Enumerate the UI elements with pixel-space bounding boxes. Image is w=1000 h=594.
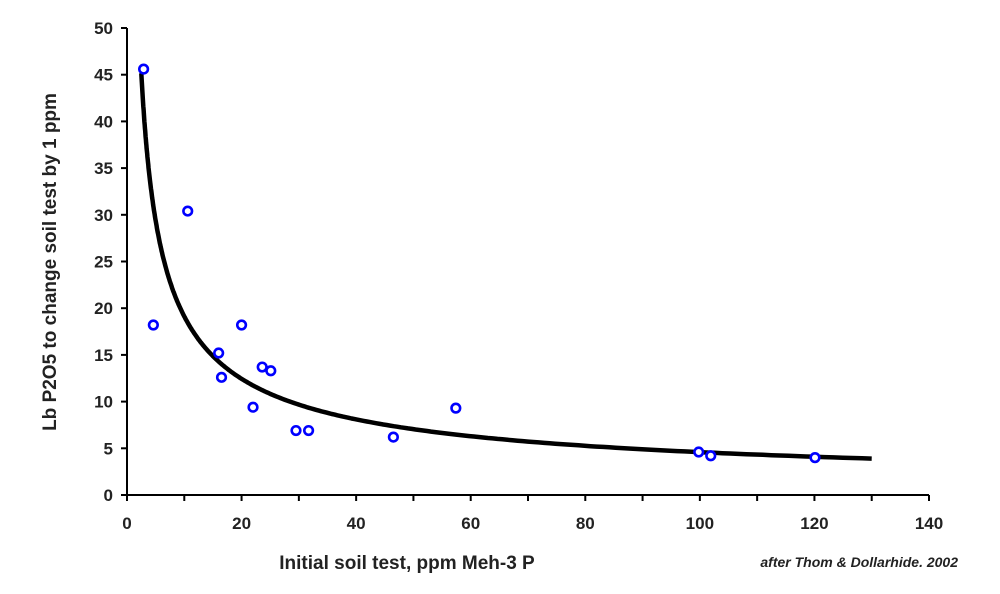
y-tick-label: 10 <box>94 393 113 412</box>
y-tick-label: 0 <box>104 486 113 505</box>
source-annotation: after Thom & Dollarhide. 2002 <box>760 554 958 570</box>
data-point <box>705 450 717 462</box>
data-point <box>182 205 194 217</box>
y-tick-label: 5 <box>104 439 113 458</box>
data-points <box>138 63 821 464</box>
x-tick-label: 60 <box>461 514 480 533</box>
data-point <box>387 431 399 443</box>
data-point <box>235 319 248 331</box>
data-point <box>213 347 225 359</box>
y-tick-label: 40 <box>94 112 113 131</box>
axes: 0 5 10 15 20 25 30 35 40 45 50 0 20 40 60 80 100 120 140 <box>94 19 943 533</box>
x-tick-label: 20 <box>232 514 251 533</box>
data-point <box>265 365 277 377</box>
x-axis-label: Initial soil test, ppm Meh-3 P <box>279 553 535 574</box>
data-point <box>302 424 315 437</box>
data-point <box>215 371 228 383</box>
y-tick-label: 35 <box>94 159 113 178</box>
data-point <box>247 401 259 413</box>
data-point <box>809 452 821 464</box>
data-point <box>256 361 268 373</box>
fitted-curve <box>139 73 872 461</box>
data-point <box>147 319 159 331</box>
data-point <box>693 446 705 458</box>
y-tick-label: 20 <box>94 299 113 318</box>
y-tick-label: 30 <box>94 206 113 225</box>
x-tick-label: 80 <box>576 514 595 533</box>
y-tick-label: 45 <box>94 66 113 85</box>
x-tick-label: 100 <box>686 514 714 533</box>
y-axis-label: Lb P2O5 to change soil test by 1 ppm <box>40 93 61 431</box>
data-point <box>290 424 302 437</box>
x-tick-label: 140 <box>915 514 943 533</box>
x-tick-label: 40 <box>347 514 366 533</box>
x-tick-label: 0 <box>122 514 131 533</box>
y-tick-label: 15 <box>94 346 113 365</box>
y-tick-label: 50 <box>94 19 113 38</box>
y-tick-label: 25 <box>94 253 113 272</box>
data-point <box>138 63 150 75</box>
data-point <box>450 402 462 414</box>
x-tick-label: 120 <box>800 514 828 533</box>
